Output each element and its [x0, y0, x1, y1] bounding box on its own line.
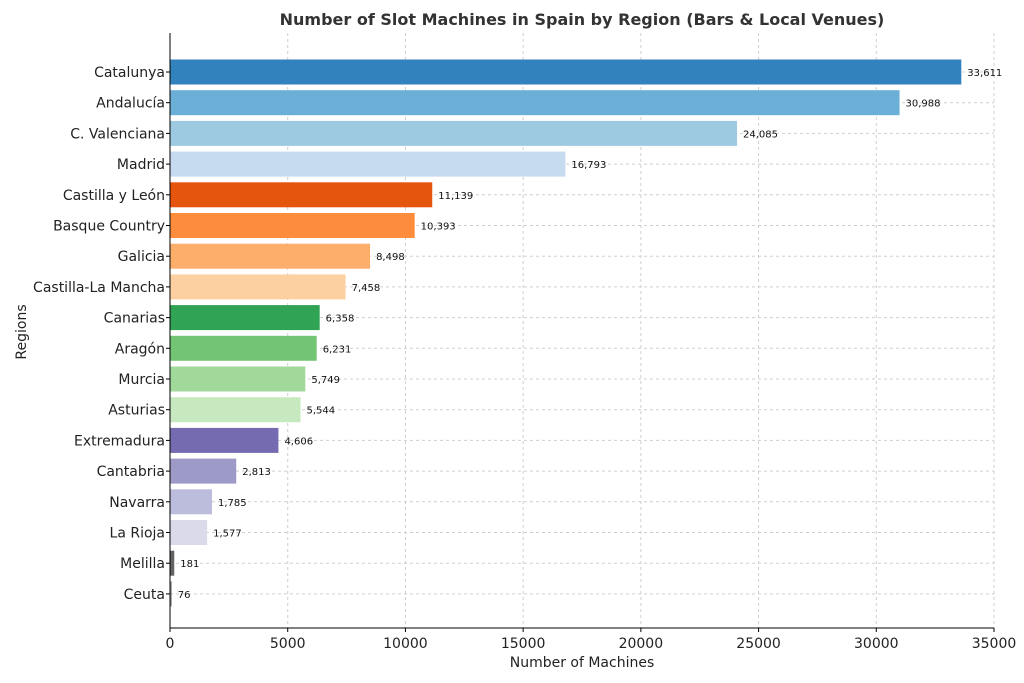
bar [170, 550, 175, 576]
x-tick-label: 35000 [972, 636, 1017, 652]
x-tick-label: 5000 [270, 636, 306, 652]
y-tick-label: Extremadura [74, 433, 165, 449]
y-tick-label: Basque Country [53, 219, 165, 235]
data-label: 24,085 [743, 129, 778, 140]
bar [170, 489, 213, 515]
bar [170, 120, 738, 146]
y-tick-label: Aragón [115, 341, 165, 357]
data-label: 30,988 [906, 99, 941, 110]
bar [170, 90, 900, 116]
data-labels: 33,611 30,988 24,085 16,793 11,139 10,393 8,49… [178, 68, 1003, 601]
x-tick-label: 10000 [383, 636, 428, 652]
bar [170, 182, 433, 208]
y-tick-label: Galicia [118, 249, 165, 265]
y-axis-label: Regions [14, 304, 30, 359]
x-tick-labels: 0 5000 10000 15000 20000 25000 30000 35000 [166, 628, 1017, 652]
data-label: 1,785 [218, 498, 247, 509]
y-tick-label: Murcia [118, 372, 165, 388]
data-label: 7,458 [352, 283, 381, 294]
bar [170, 366, 306, 392]
bar [170, 427, 279, 453]
y-tick-labels: Catalunya Andalucía C. Valenciana Madrid Cas… [33, 65, 170, 603]
y-tick-label: C. Valenciana [70, 126, 165, 142]
data-label: 5,544 [307, 406, 336, 417]
data-label: 181 [180, 559, 199, 570]
x-tick-label: 0 [166, 636, 175, 652]
y-tick-label: Melilla [120, 556, 165, 572]
data-label: 5,749 [311, 375, 340, 386]
y-tick-label: Cantabria [97, 464, 165, 480]
x-tick-label: 30000 [854, 636, 899, 652]
grid-lines [169, 33, 995, 628]
data-label: 1,577 [213, 529, 242, 540]
bar [170, 59, 962, 85]
x-tick-label: 25000 [736, 636, 781, 652]
bar [170, 151, 566, 177]
y-tick-label: Canarias [104, 311, 165, 327]
y-tick-label: Castilla-La Mancha [33, 280, 165, 296]
bar [170, 243, 371, 269]
data-label: 6,231 [323, 344, 352, 355]
bars [170, 59, 962, 607]
data-label: 4,606 [284, 436, 313, 447]
data-label: 2,813 [242, 467, 271, 478]
chart-title: Number of Slot Machines in Spain by Regi… [280, 10, 885, 29]
y-tick-label: Asturias [108, 403, 165, 419]
bar [170, 305, 320, 331]
data-label: 11,139 [438, 191, 473, 202]
x-tick-label: 20000 [619, 636, 664, 652]
bar [170, 213, 415, 238]
data-label: 6,358 [326, 314, 355, 325]
bar [170, 397, 301, 423]
y-tick-label: Madrid [117, 157, 165, 173]
bar [170, 520, 208, 545]
y-tick-label: Navarra [109, 495, 165, 511]
y-tick-label: La Rioja [110, 526, 165, 542]
x-axis-label: Number of Machines [510, 655, 655, 671]
bar [170, 274, 346, 300]
y-tick-label: Ceuta [124, 587, 165, 603]
bar [170, 581, 172, 607]
data-label: 10,393 [421, 222, 456, 233]
data-label: 33,611 [967, 68, 1002, 79]
bar [170, 458, 237, 484]
y-tick-label: Catalunya [94, 65, 165, 81]
data-label: 8,498 [376, 252, 405, 263]
data-label: 16,793 [571, 160, 606, 171]
x-tick-label: 15000 [501, 636, 546, 652]
data-label: 76 [178, 590, 191, 601]
bar [170, 335, 317, 361]
y-tick-label: Castilla y León [63, 188, 165, 204]
y-tick-label: Andalucía [96, 96, 165, 112]
